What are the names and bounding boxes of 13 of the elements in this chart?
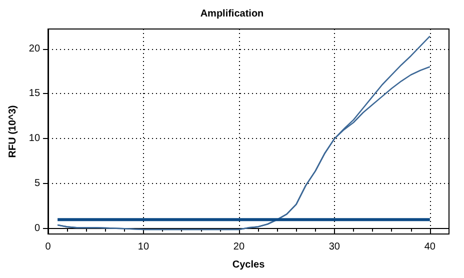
y-tick-label: 10 (28, 133, 40, 144)
y-axis-title: RFU (10^3) (8, 105, 18, 158)
y-tick-label: 20 (28, 43, 40, 54)
x-tick-label: 30 (328, 242, 340, 252)
x-tick-label: 20 (233, 242, 245, 252)
y-tick-label: 5 (34, 178, 40, 190)
x-tick-label: 40 (424, 242, 436, 252)
x-tick-label: 0 (45, 242, 52, 252)
x-axis-title: Cycles (232, 260, 266, 270)
chart-title: Amplification (200, 8, 264, 20)
y-tick-label: 0 (34, 223, 40, 234)
y-tick-label: 15 (28, 88, 40, 100)
x-tick-label: 10 (138, 242, 150, 252)
